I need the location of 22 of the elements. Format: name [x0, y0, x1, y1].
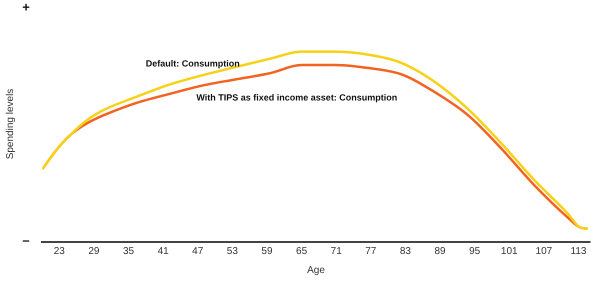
x-tick-label: 89 [434, 246, 446, 257]
x-axis-title: Age [307, 264, 326, 276]
x-tick-label: 53 [226, 246, 238, 257]
x-tick-label: 35 [122, 246, 135, 257]
text: + [22, 0, 30, 15]
x-tick-label: 83 [400, 246, 412, 257]
series-label: Default: Consumption [146, 58, 240, 68]
x-tick-label: 29 [88, 246, 100, 257]
series-label: With TIPS as fixed income asset: Consumption [196, 92, 398, 103]
x-tick-label: 47 [192, 246, 204, 257]
x-tick-label: 71 [330, 246, 342, 257]
x-tick-label: 23 [54, 246, 66, 257]
text: – [22, 232, 30, 248]
x-tick-label: 77 [365, 246, 377, 257]
x-tick-label: 101 [500, 246, 518, 257]
x-tick-label: 65 [296, 246, 308, 257]
x-tick-label: 41 [158, 246, 170, 257]
x-tick-label: 59 [261, 246, 273, 257]
x-tick-label: 113 [570, 246, 587, 257]
x-tick-label: 107 [536, 246, 553, 257]
y-axis-title: Spending levels [4, 88, 16, 160]
x-tick-label: 95 [469, 246, 481, 257]
